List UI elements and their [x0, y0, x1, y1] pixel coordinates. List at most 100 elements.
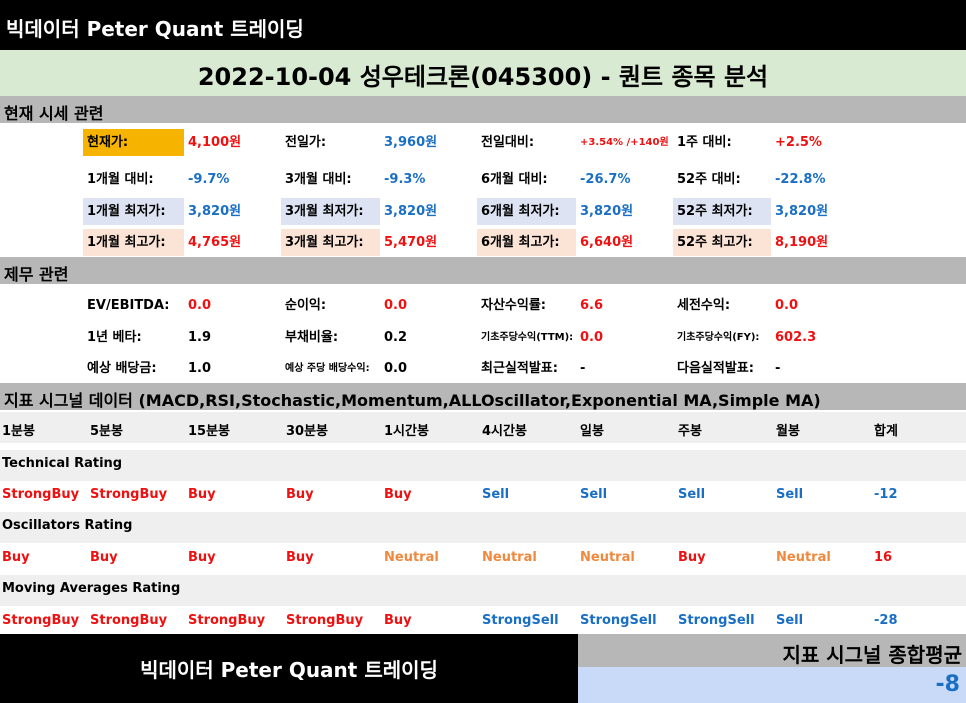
finance-value: 0.0 [188, 298, 212, 313]
signal-column-header: 1분봉 [2, 424, 35, 439]
rating-value: Sell [678, 487, 706, 502]
finance-value: - [775, 361, 781, 376]
price-label: 6개월 최고가: [477, 229, 576, 256]
rating-value: Sell [482, 487, 510, 502]
rating-value: Buy [90, 550, 118, 565]
price-label: 전일가: [285, 135, 327, 150]
price-value: -26.7% [580, 172, 631, 187]
rating-name: Moving Averages Rating [2, 581, 181, 596]
rating-value: Buy [188, 487, 216, 502]
rating-name-row [0, 450, 966, 481]
rating-value: Buy [384, 487, 412, 502]
finance-label: 세전수익: [677, 298, 731, 313]
section-title-signal: 지표 시그널 데이터 (MACD,RSI,Stochastic,Momentum… [0, 383, 966, 410]
finance-label: 부채비율: [285, 330, 339, 345]
rating-value: StrongSell [482, 613, 559, 628]
price-label: 1개월 최저가: [83, 198, 184, 225]
rating-value: Buy [188, 550, 216, 565]
finance-value: 0.2 [384, 330, 408, 345]
finance-value: 1.9 [188, 330, 212, 345]
rating-value: -28 [874, 613, 898, 628]
signal-column-header: 일봉 [580, 424, 604, 439]
signal-column-header: 합계 [874, 424, 898, 439]
rating-value: Neutral [776, 550, 831, 565]
signal-column-header: 5분봉 [90, 424, 123, 439]
rating-value: StrongBuy [2, 613, 80, 628]
finance-value: - [580, 361, 586, 376]
footer-brand: 빅데이터 Peter Quant 트레이딩 [0, 634, 578, 703]
price-value: +3.54% /+140원 [580, 137, 669, 148]
finance-value: 0.0 [775, 298, 799, 313]
price-value: 3,820원 [580, 204, 634, 219]
price-label: 3개월 대비: [285, 172, 352, 187]
rating-value: -12 [874, 487, 898, 502]
rating-value: Neutral [384, 550, 439, 565]
rating-value: Buy [384, 613, 412, 628]
signal-column-header: 1시간봉 [384, 424, 429, 439]
finance-label: 자산수익률: [481, 298, 546, 313]
finance-value: 602.3 [775, 330, 817, 345]
signal-column-header: 30분봉 [286, 424, 329, 439]
price-value: 3,820원 [188, 204, 242, 219]
price-value: 3,820원 [775, 204, 829, 219]
rating-value: StrongBuy [90, 613, 168, 628]
rating-value: Buy [678, 550, 706, 565]
finance-label: 예상 배당금: [87, 361, 157, 376]
finance-value: 0.0 [580, 330, 604, 345]
rating-value: Sell [776, 487, 804, 502]
price-value: 3,960원 [384, 135, 438, 150]
signal-column-header: 주봉 [678, 424, 702, 439]
price-label: 52주 대비: [677, 172, 741, 187]
price-value: -9.7% [188, 172, 230, 187]
signal-column-header: 월봉 [776, 424, 800, 439]
rating-value: StrongSell [678, 613, 755, 628]
rating-value: StrongBuy [90, 487, 168, 502]
price-value: -9.3% [384, 172, 426, 187]
price-label: 전일대비: [481, 135, 535, 150]
rating-name-row [0, 512, 966, 543]
finance-label: 예상 주당 배당수익: [285, 363, 370, 374]
page-title: 2022-10-04 성우테크론(045300) - 퀀트 종목 분석 [0, 50, 966, 96]
rating-value: Neutral [580, 550, 635, 565]
finance-label: EV/EBITDA: [87, 298, 170, 313]
signal-header-row [0, 412, 966, 443]
price-label: 1개월 최고가: [83, 229, 184, 256]
rating-name-row [0, 575, 966, 606]
rating-value: Buy [286, 487, 314, 502]
price-value: 4,100원 [188, 135, 242, 150]
finance-label: 다음실적발표: [677, 361, 754, 376]
finance-label: 기초주당수익(FY): [677, 332, 760, 343]
section-title-finance: 제무 관련 [0, 257, 966, 284]
price-label: 6개월 대비: [481, 172, 548, 187]
price-label: 3개월 최저가: [281, 198, 380, 225]
rating-value: StrongBuy [286, 613, 364, 628]
price-label: 6개월 최저가: [477, 198, 576, 225]
finance-label: 1년 베타: [87, 330, 142, 345]
price-value: 3,820원 [384, 204, 438, 219]
finance-label: 최근실적발표: [481, 361, 558, 376]
finance-label: 순이익: [285, 298, 327, 313]
price-value: +2.5% [775, 135, 822, 150]
price-label: 1개월 대비: [87, 172, 154, 187]
price-label: 3개월 최고가: [281, 229, 380, 256]
finance-label: 기초주당수익(TTM): [481, 332, 574, 343]
signal-column-header: 15분봉 [188, 424, 231, 439]
finance-value: 6.6 [580, 298, 604, 313]
price-value: 6,640원 [580, 235, 634, 250]
price-value: 8,190원 [775, 235, 829, 250]
rating-name: Oscillators Rating [2, 518, 133, 533]
price-label: 1주 대비: [677, 135, 732, 150]
price-label: 52주 최고가: [673, 229, 771, 256]
brand-header: 빅데이터 Peter Quant 트레이딩 [0, 0, 966, 50]
price-value: 5,470원 [384, 235, 438, 250]
summary-value: -8 [578, 667, 966, 703]
summary-label: 지표 시그널 종합평균 [578, 634, 966, 667]
price-value: -22.8% [775, 172, 826, 187]
finance-value: 0.0 [384, 298, 408, 313]
finance-value: 1.0 [188, 361, 212, 376]
rating-value: Sell [776, 613, 804, 628]
price-label: 52주 최저가: [673, 198, 771, 225]
price-value: 4,765원 [188, 235, 242, 250]
rating-value: Sell [580, 487, 608, 502]
rating-value: Neutral [482, 550, 537, 565]
